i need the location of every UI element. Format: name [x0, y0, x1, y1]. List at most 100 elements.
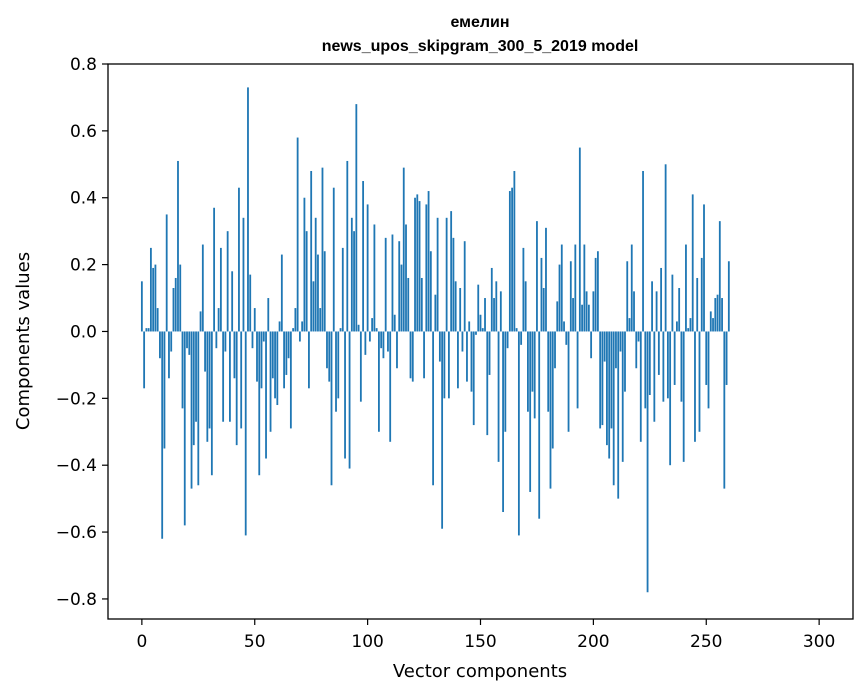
bar	[301, 321, 304, 332]
bar	[594, 257, 597, 332]
bar	[195, 331, 197, 422]
bar	[371, 318, 374, 332]
bar	[420, 277, 423, 332]
bar	[382, 331, 385, 359]
bar	[368, 331, 371, 342]
bar	[183, 331, 186, 526]
bar	[447, 331, 450, 399]
bar	[664, 164, 667, 332]
bar	[414, 197, 416, 332]
bar	[520, 331, 523, 345]
bar	[513, 170, 516, 332]
bar	[341, 247, 344, 332]
bar	[402, 167, 405, 332]
bar	[660, 267, 663, 332]
bar	[639, 331, 642, 442]
bar	[615, 331, 617, 369]
bar	[617, 331, 620, 499]
bar	[689, 318, 692, 332]
bar	[450, 211, 453, 332]
bar	[317, 254, 319, 332]
bar	[452, 237, 455, 332]
bar	[339, 328, 342, 332]
bar	[418, 201, 421, 332]
bar	[461, 331, 464, 352]
bar	[219, 247, 222, 332]
bar	[488, 331, 491, 375]
bar	[296, 137, 299, 332]
bar	[653, 331, 656, 422]
bar	[578, 147, 581, 332]
bar	[443, 331, 446, 399]
bar	[685, 244, 687, 332]
bar	[215, 331, 218, 349]
bar	[628, 318, 631, 332]
x-tick-label: 0	[136, 632, 147, 652]
bar	[346, 160, 349, 332]
bar	[378, 331, 380, 432]
y-tick-label: 0.8	[70, 55, 97, 75]
bar	[463, 241, 466, 332]
bar	[576, 331, 579, 409]
bar	[727, 261, 730, 332]
bar	[305, 231, 308, 332]
bar	[350, 217, 353, 332]
bar	[265, 331, 267, 459]
bar	[407, 277, 410, 332]
bar	[143, 331, 146, 389]
bar	[210, 331, 213, 476]
bar	[585, 291, 588, 332]
bar	[676, 321, 678, 332]
bar	[247, 87, 249, 332]
bar	[165, 214, 168, 332]
chart-subtitle: news_upos_skipgram_300_5_2019 model	[322, 38, 639, 55]
bar	[154, 264, 157, 332]
bar	[258, 331, 261, 476]
bar	[364, 331, 367, 355]
bar	[687, 328, 690, 332]
bar	[147, 328, 150, 332]
bar	[249, 274, 252, 332]
bar	[140, 281, 143, 332]
bar	[231, 271, 234, 332]
bar	[233, 331, 236, 379]
bar	[540, 257, 543, 332]
bar	[468, 321, 471, 332]
bar	[517, 331, 520, 536]
bar	[682, 331, 685, 462]
bar	[547, 331, 550, 412]
bar	[242, 217, 245, 332]
bar	[145, 328, 148, 332]
bar	[475, 331, 477, 335]
bar	[366, 204, 369, 332]
bar	[269, 331, 272, 432]
bar	[285, 331, 288, 375]
bar	[179, 264, 182, 332]
x-tick-label: 100	[351, 632, 383, 652]
bar	[563, 321, 565, 332]
y-tick-label: 0.6	[70, 122, 97, 142]
y-tick-label: 0.4	[70, 189, 97, 209]
bar	[497, 331, 500, 462]
bar	[490, 267, 493, 332]
bar	[619, 331, 622, 352]
bar	[457, 331, 459, 389]
bar	[671, 274, 674, 332]
bar	[445, 217, 448, 332]
x-tick-label: 300	[803, 632, 835, 652]
bar	[432, 331, 434, 486]
bar	[319, 308, 322, 332]
bar	[635, 331, 638, 369]
bar	[624, 331, 626, 392]
bar	[633, 291, 635, 332]
bar	[499, 291, 502, 332]
bar	[310, 170, 313, 332]
bar	[348, 331, 351, 469]
bar	[592, 291, 595, 332]
bar	[515, 328, 518, 332]
bar	[323, 251, 326, 332]
bar	[240, 331, 243, 429]
bar	[669, 331, 672, 466]
bar	[411, 331, 414, 382]
bar	[493, 298, 495, 332]
